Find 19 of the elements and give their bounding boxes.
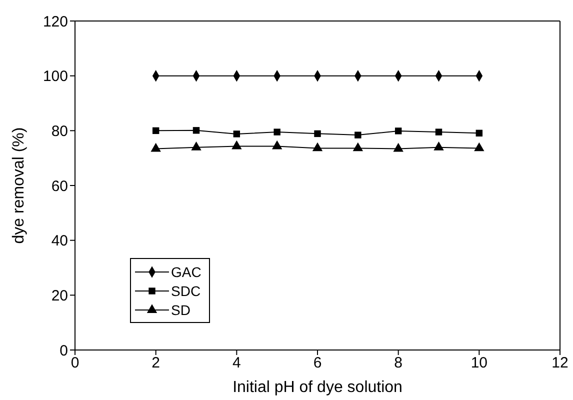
y-axis-title: dye removal (%) <box>10 127 28 244</box>
legend-label: SDC <box>171 282 201 298</box>
y-tick-label: 0 <box>60 342 68 360</box>
x-tick-label: 8 <box>394 354 403 372</box>
y-tick-label: 60 <box>51 178 68 195</box>
x-tick-label: 6 <box>313 354 322 372</box>
x-tick-label: 2 <box>152 354 160 372</box>
y-tick-label: 20 <box>51 287 68 304</box>
legend-label: GAC <box>171 264 202 280</box>
y-tick-label: 120 <box>42 13 68 30</box>
x-tick-label: 10 <box>470 354 488 372</box>
legend-label: SD <box>171 302 190 318</box>
x-axis-title: Initial pH of dye solution <box>232 379 402 396</box>
y-tick-label: 80 <box>51 122 68 140</box>
x-tick-label: 4 <box>232 354 241 372</box>
y-tick-label: 40 <box>51 232 68 250</box>
y-tick-label: 100 <box>42 68 68 86</box>
x-tick-label: 12 <box>552 354 568 372</box>
x-tick-label: 0 <box>70 354 80 372</box>
